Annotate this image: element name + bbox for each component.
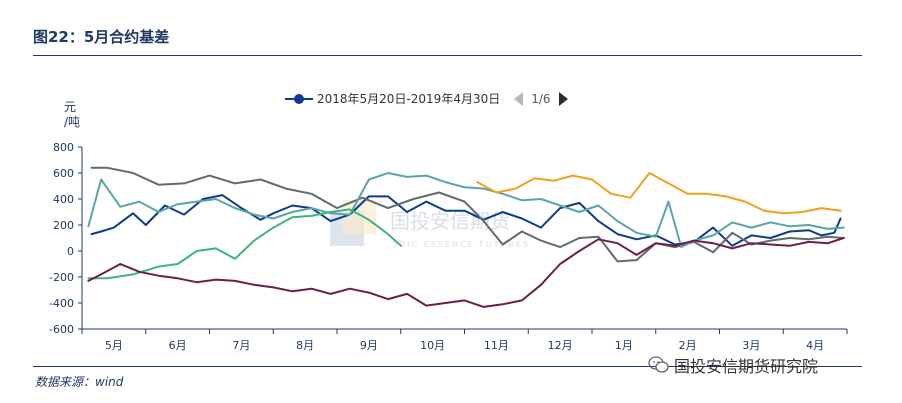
legend-label: 2018年5月20日-2019年4月30日 (317, 92, 501, 106)
y-tick-label: 400 (53, 193, 74, 206)
x-tick-label: 10月 (420, 339, 445, 352)
x-tick-label: 7月 (232, 339, 250, 352)
y-tick-label: -400 (49, 297, 74, 310)
x-tick-label: 4月 (806, 339, 824, 352)
next-page-icon[interactable] (558, 91, 568, 106)
y-tick-label: -200 (49, 271, 74, 284)
prev-page-icon[interactable] (514, 91, 524, 106)
title-divider (33, 55, 862, 56)
series-line-orange (476, 172, 842, 215)
y-tick-label: 0 (67, 245, 74, 258)
chart-title: 图22：5月合约基差 (33, 28, 170, 46)
watermark-text-en: SDIC ESSENCE FUTURES (392, 240, 530, 249)
y-tick-label: 200 (53, 219, 74, 232)
legend-swatch-icon (285, 93, 313, 104)
x-tick-label: 1月 (615, 339, 633, 352)
y-axis-unit: 元 /吨 (64, 100, 80, 130)
x-tick-label: 6月 (169, 339, 187, 352)
series-line-gray (90, 166, 845, 263)
brand-name: 国投安信期货研究院 (674, 357, 819, 376)
legend-pager: 1/6 (514, 91, 568, 106)
series-line-purple (87, 237, 845, 308)
x-tick-label: 11月 (484, 339, 509, 352)
unit-line-1: 元 (64, 100, 77, 114)
watermark-logo (330, 212, 364, 246)
data-source: 数据来源：wind (35, 375, 124, 389)
series-line-navy (90, 194, 842, 247)
brand-signature: 国投安信期货研究院 (648, 353, 818, 377)
legend[interactable]: 2018年5月20日-2019年4月30日 1/6 (285, 90, 568, 107)
x-tick-label: 12月 (548, 339, 573, 352)
x-tick-label: 5月 (105, 339, 123, 352)
x-tick-label: 8月 (296, 339, 314, 352)
x-tick-label: 9月 (360, 339, 378, 352)
footer-divider (33, 366, 862, 367)
x-tick-label: 3月 (742, 339, 760, 352)
y-tick-label: 800 (53, 141, 74, 154)
unit-line-2: /吨 (64, 115, 81, 129)
y-tick-label: 600 (53, 167, 74, 180)
y-tick-label: -600 (49, 323, 74, 336)
x-tick-label: 2月 (679, 339, 697, 352)
wechat-icon (648, 356, 669, 373)
series-line-green (87, 208, 402, 280)
series-line-teal (87, 172, 845, 249)
legend-page-indicator: 1/6 (531, 91, 551, 106)
